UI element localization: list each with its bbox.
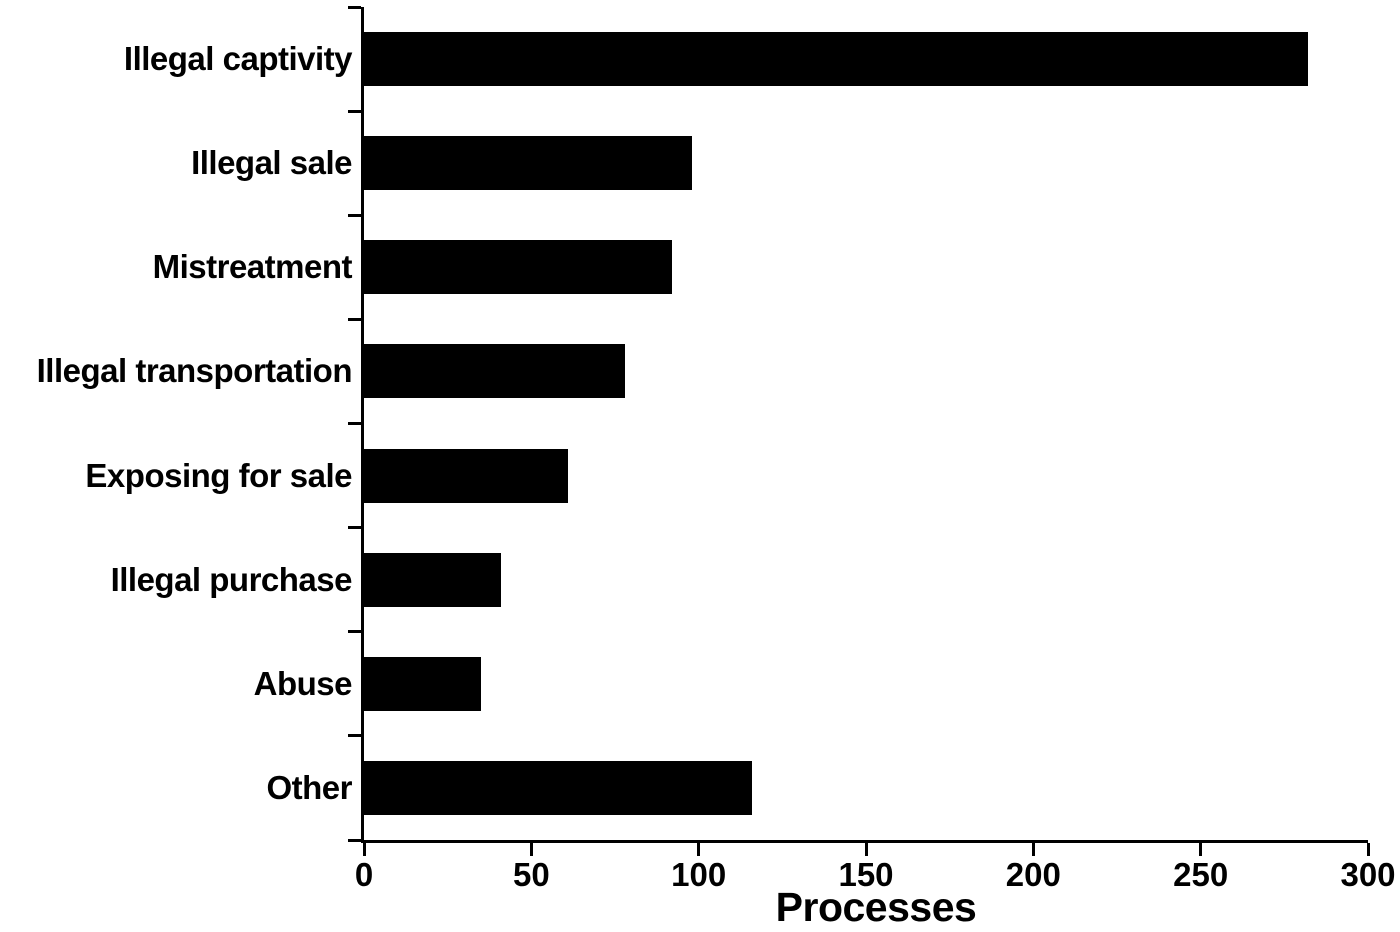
category-label: Mistreatment (152, 248, 353, 286)
x-axis-tick (362, 843, 366, 856)
bar (364, 32, 1308, 87)
x-axis-tick (1366, 843, 1370, 856)
y-axis-tick (348, 5, 361, 9)
x-axis-tick (1031, 843, 1035, 856)
x-axis-tick-label: 200 (1005, 856, 1061, 893)
category-label: Illegal sale (191, 144, 352, 182)
bar (364, 344, 626, 399)
y-axis-tick (348, 317, 361, 321)
plot-area (361, 7, 1368, 843)
x-axis-tick-label: 0 (354, 856, 374, 893)
category-label: Illegal captivity (123, 40, 353, 78)
x-axis-tick (529, 843, 533, 856)
y-axis-tick (348, 526, 361, 530)
x-axis-tick (864, 843, 868, 856)
x-axis-tick-label: 50 (512, 856, 550, 893)
bar (364, 760, 753, 815)
y-axis-tick (348, 734, 361, 738)
x-axis-tick-label: 250 (1173, 856, 1229, 893)
bar (364, 656, 482, 711)
x-axis-tick (697, 843, 701, 856)
x-axis-tick-label: 100 (671, 856, 727, 893)
category-label: Exposing for sale (85, 456, 352, 494)
y-axis-tick (348, 109, 361, 113)
y-axis-tick (348, 630, 361, 634)
category-label: Other (266, 768, 352, 806)
category-label: Illegal purchase (110, 560, 353, 598)
bar (364, 552, 502, 607)
bar (364, 240, 672, 295)
x-axis-tick-label: 150 (838, 856, 894, 893)
y-axis-tick (348, 838, 361, 842)
x-axis-tick (1199, 843, 1203, 856)
bar (364, 136, 692, 191)
x-axis-tick-label: 300 (1340, 856, 1396, 893)
category-label: Illegal transportation (36, 352, 353, 390)
y-axis-tick (348, 213, 361, 217)
x-axis-title: Processes (775, 884, 977, 930)
category-label: Abuse (253, 664, 353, 702)
y-axis-tick (348, 422, 361, 425)
bar (364, 448, 569, 503)
